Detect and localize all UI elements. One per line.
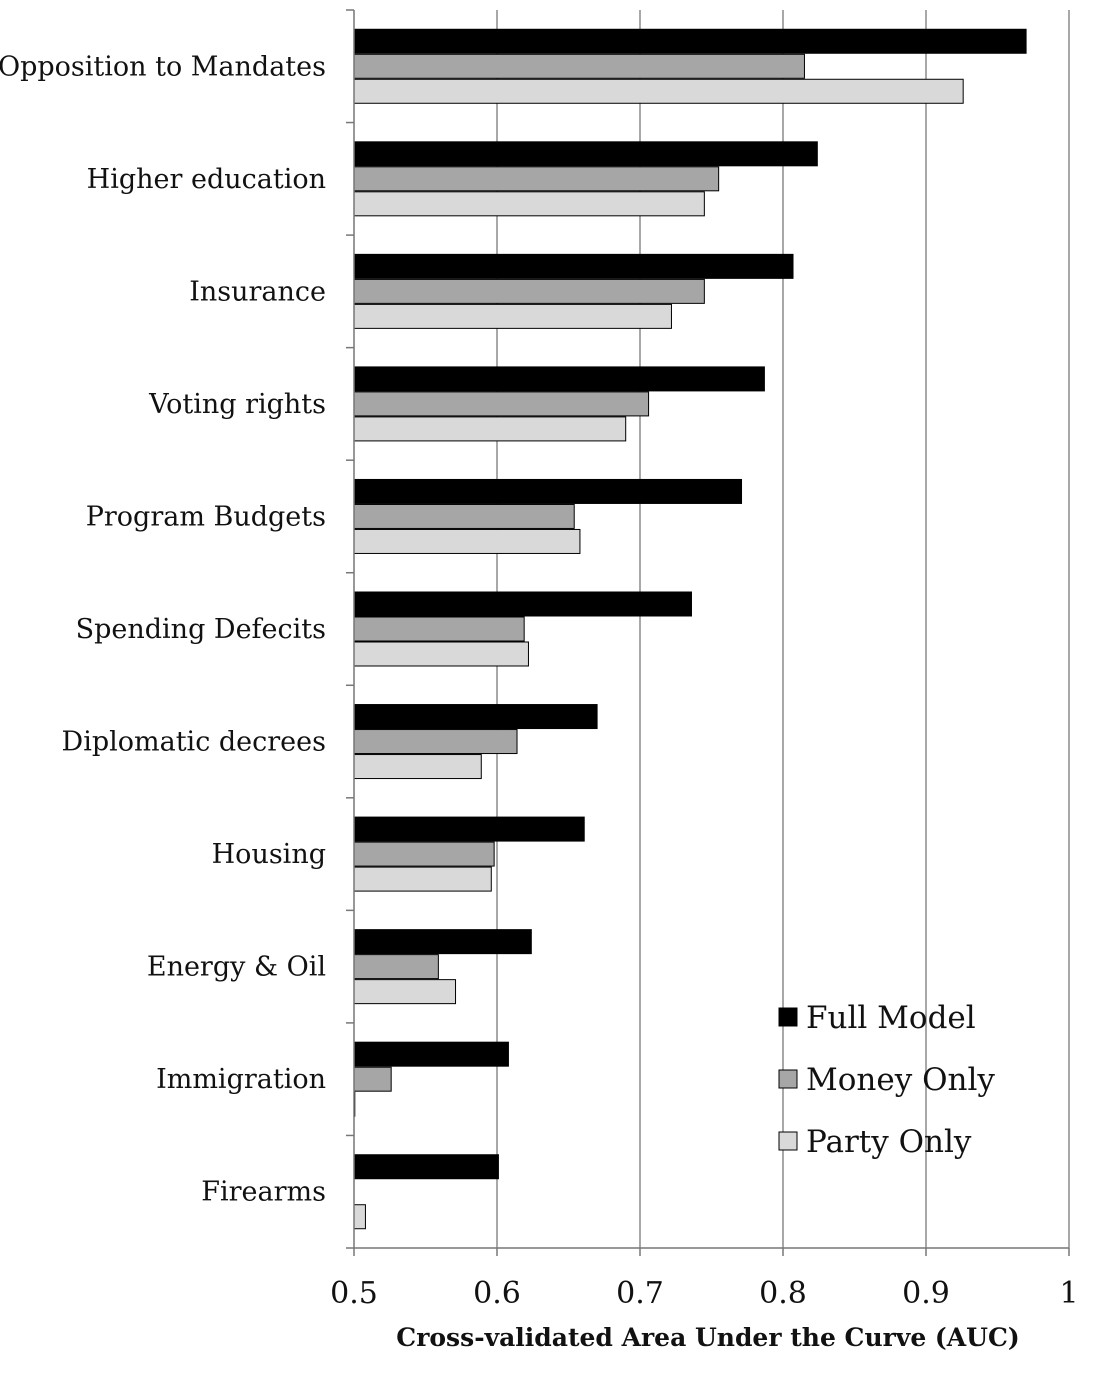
bar-full-model bbox=[353, 929, 532, 955]
category-label: Diplomatic decrees bbox=[62, 727, 326, 758]
category-label: Opposition to Mandates bbox=[0, 51, 326, 82]
bar-party-only bbox=[353, 528, 581, 554]
bar-full-model bbox=[353, 28, 1027, 54]
tick-labels: 0.5 0.6 0.7 0.8 0.9 1 bbox=[330, 1276, 1078, 1311]
x-tick-label: 1 bbox=[1059, 1276, 1078, 1311]
bar-full-model bbox=[353, 253, 794, 279]
bar-money-only bbox=[353, 278, 705, 304]
bars bbox=[353, 28, 1027, 1230]
bar-party-only bbox=[353, 979, 457, 1005]
category-label: Higher education bbox=[87, 164, 326, 195]
bar-full-model bbox=[353, 591, 692, 617]
x-tick-label: 0.5 bbox=[330, 1276, 378, 1311]
axes bbox=[346, 9, 1070, 1256]
bar-party-only bbox=[353, 641, 529, 667]
bar-money-only bbox=[353, 841, 495, 867]
bar-party-only bbox=[353, 754, 482, 780]
bar-money-only bbox=[353, 954, 439, 980]
category-label: Firearms bbox=[201, 1177, 326, 1208]
legend-label: Party Only bbox=[806, 1124, 972, 1160]
bar-party-only bbox=[353, 78, 964, 104]
category-label: Spending Defecits bbox=[76, 614, 326, 645]
bar-party-only bbox=[353, 191, 705, 217]
bar-full-model bbox=[353, 704, 598, 730]
bar-money-only bbox=[353, 391, 650, 417]
category-labels: Opposition to Mandates Higher education In… bbox=[0, 51, 326, 1207]
bar-party-only bbox=[353, 416, 627, 442]
legend-swatch bbox=[778, 1069, 798, 1089]
x-tick-label: 0.6 bbox=[473, 1276, 521, 1311]
x-axis-title: Cross-validated Area Under the Curve (AU… bbox=[396, 1323, 1019, 1352]
bar-full-model bbox=[353, 141, 818, 167]
bar-full-model bbox=[353, 366, 765, 392]
gridlines bbox=[496, 10, 1070, 1248]
bar-party-only bbox=[353, 1204, 366, 1230]
category-label: Housing bbox=[212, 839, 326, 870]
category-label: Immigration bbox=[156, 1064, 326, 1095]
bar-money-only bbox=[353, 729, 518, 755]
category-label: Voting rights bbox=[148, 389, 326, 420]
bar-full-model bbox=[353, 816, 585, 842]
legend-swatch bbox=[778, 1007, 798, 1027]
bar-money-only bbox=[353, 166, 720, 192]
bar-full-model bbox=[353, 1041, 509, 1067]
legend-swatch bbox=[778, 1131, 798, 1151]
bar-full-model bbox=[353, 478, 743, 504]
bar-full-model bbox=[353, 1154, 499, 1180]
category-label: Insurance bbox=[189, 276, 326, 307]
bar-party-only bbox=[353, 866, 492, 892]
x-tick-label: 0.7 bbox=[616, 1276, 664, 1311]
bar-money-only bbox=[353, 503, 575, 529]
bar-money-only bbox=[353, 616, 525, 642]
category-label: Program Budgets bbox=[86, 501, 326, 532]
category-label: Energy & Oil bbox=[147, 952, 326, 983]
bar-money-only bbox=[353, 1066, 392, 1092]
x-tick-label: 0.9 bbox=[902, 1276, 950, 1311]
legend-label: Full Model bbox=[806, 1000, 976, 1036]
legend: Full Model Money Only Party Only bbox=[778, 1000, 995, 1160]
bar-party-only bbox=[353, 303, 672, 329]
bar-money-only bbox=[353, 53, 805, 79]
x-tick-label: 0.8 bbox=[759, 1276, 807, 1311]
legend-label: Money Only bbox=[806, 1062, 995, 1098]
